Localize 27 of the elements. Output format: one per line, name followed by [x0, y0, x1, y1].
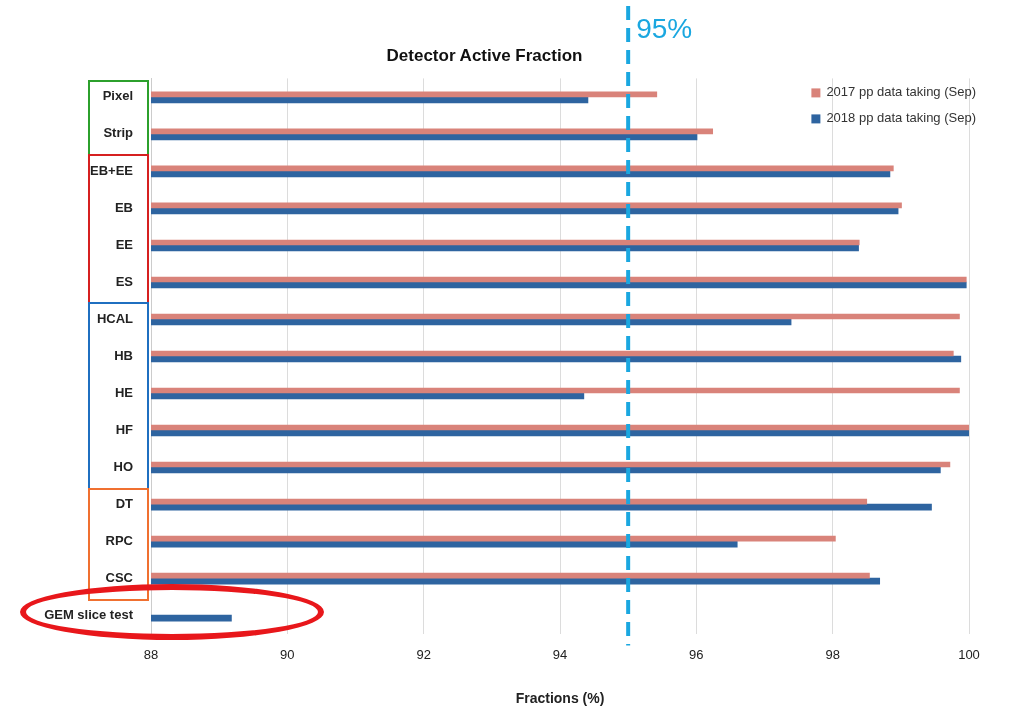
x-tick-label: 96 — [689, 646, 704, 662]
y-tick-label: ES — [115, 273, 134, 289]
x-tick-label: 98 — [825, 646, 840, 662]
y-tick-label: Pixel — [102, 88, 133, 104]
y-tick-label: CSC — [105, 569, 134, 585]
y-tick-label: HE — [114, 384, 134, 400]
y-tick-label: EE — [115, 236, 134, 252]
y-tick-label: RPC — [105, 532, 134, 548]
y-tick-label: DT — [115, 495, 134, 511]
chart-title: Detector Active Fraction — [386, 45, 583, 65]
x-tick-label: 88 — [143, 646, 159, 662]
x-axis-title: Fractions (%) — [515, 690, 605, 707]
x-tick-label: 90 — [280, 646, 295, 662]
y-tick-label: EB+EE — [90, 162, 134, 178]
x-tick-label: 94 — [552, 646, 568, 662]
legend-label: 2017 pp data taking (Sep) — [826, 83, 976, 99]
y-tick-label: GEM slice test — [44, 606, 134, 622]
y-tick-label: EB — [114, 199, 133, 215]
y-tick-label: HO — [113, 458, 133, 474]
y-tick-label: Strip — [103, 125, 134, 141]
y-tick-label: HF — [115, 421, 134, 437]
y-tick-label: HB — [114, 347, 133, 363]
x-tick-label: 92 — [416, 646, 431, 662]
x-tick-label: 100 — [958, 646, 980, 662]
ref-line-label: 95% — [636, 12, 693, 44]
legend-label: 2018 pp data taking (Sep) — [826, 109, 976, 125]
y-tick-label: HCAL — [96, 310, 134, 326]
